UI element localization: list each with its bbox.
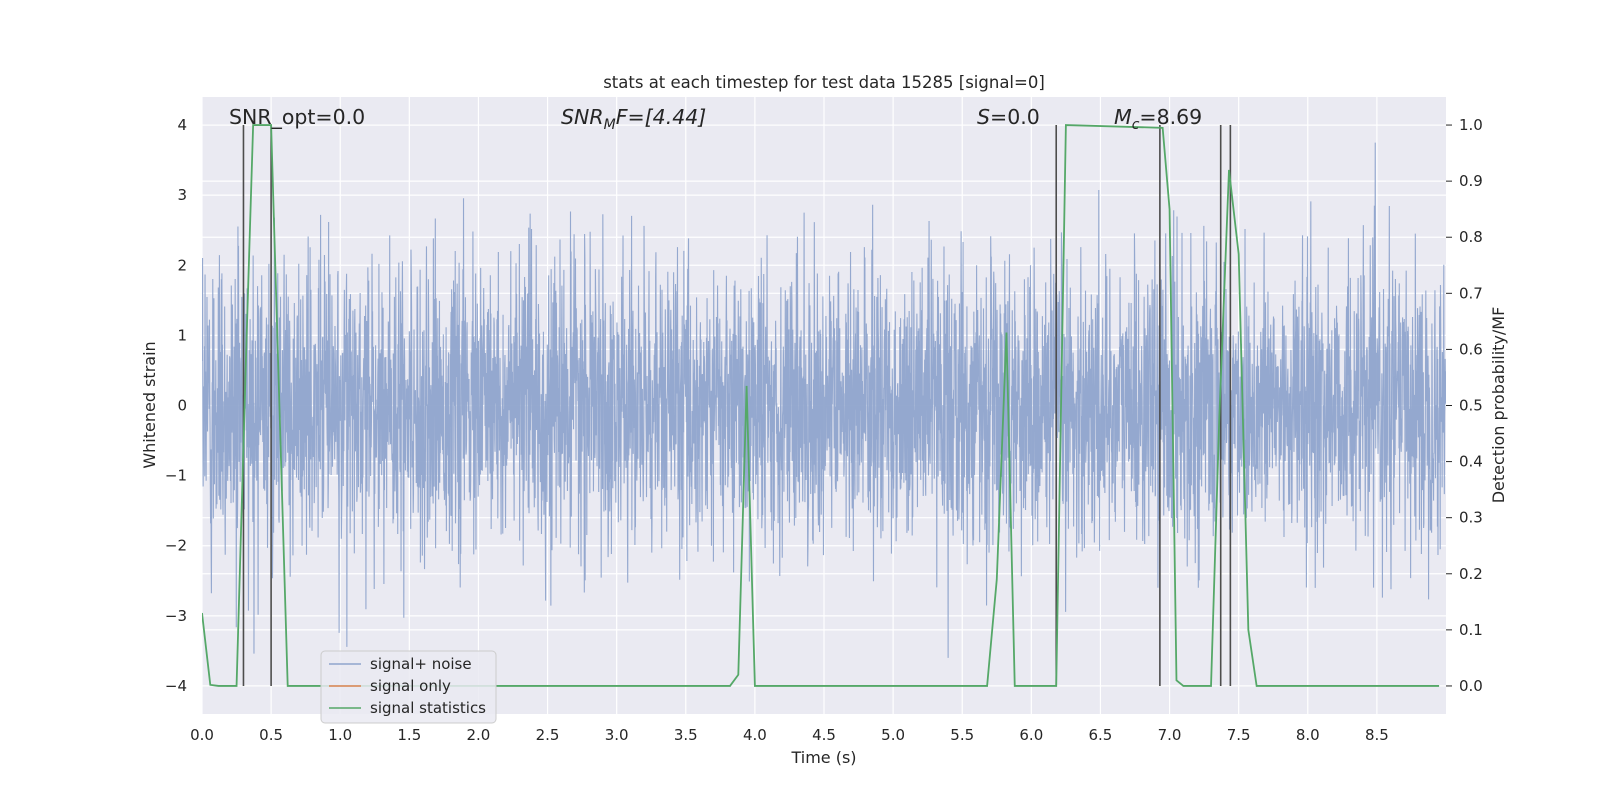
x-axis-label: Time (s) [790,748,856,767]
y2-tick-label: 0.8 [1459,228,1483,246]
y-tick-labels: 4 3 2 1 0 −1 −2 −3 −4 [165,116,187,695]
series-signal-statistics-line [202,124,1440,687]
x-tick-label: 5.0 [881,726,905,744]
annotation-s: S=0.0 [977,105,1040,129]
y2-tick-label: 0.1 [1459,621,1483,639]
y-tick-label: −3 [165,607,187,625]
y-tick-label: −1 [165,467,187,485]
annotation-mc-main: M [1114,105,1132,129]
x-tick-label: 6.0 [1019,726,1043,744]
y2-tick-labels: 1.0 0.9 0.8 0.7 0.6 0.5 0.4 0.3 0.2 0.1 0.0 [1446,116,1483,695]
y2-tick-label: 0.9 [1459,172,1483,190]
annotation-snr-mf-main: SNR [561,105,604,129]
y2-tick-label: 0.3 [1459,509,1483,527]
x-tick-label: 2.0 [467,726,491,744]
legend-label-signal-statistics: signal statistics [370,699,486,717]
x-tick-label: 4.5 [812,726,836,744]
y-tick-label: 0 [177,397,187,415]
x-tick-label: 8.5 [1365,726,1389,744]
x-tick-label: 0.5 [259,726,283,744]
x-tick-label: 6.5 [1089,726,1113,744]
annotation-snr-opt: SNR_opt=0.0 [229,105,365,130]
x-tick-label: 0.0 [190,726,214,744]
y2-tick-label: 0.0 [1459,677,1483,695]
y2-tick-label: 0.7 [1459,284,1483,302]
legend-label-signal-noise: signal+ noise [370,655,472,673]
legend-label-signal-only: signal only [370,677,451,695]
x-tick-label: 1.5 [397,726,421,744]
x-tick-labels: 0.0 0.5 1.0 1.5 2.0 2.5 3.0 3.5 4.0 4.5 5.0 5.5 6.0 6… [190,726,1389,744]
y2-tick-label: 0.2 [1459,565,1483,583]
chart-title: stats at each timestep for test data 152… [603,73,1045,92]
x-tick-label: 5.5 [950,726,974,744]
annotation-mc-sub: c [1132,117,1140,133]
x-tick-label: 2.5 [536,726,560,744]
series-signal-statistics [202,124,1440,687]
x-tick-label: 7.0 [1158,726,1182,744]
x-tick-label: 1.0 [328,726,352,744]
series-signal-noise [202,142,1446,658]
y2-tick-label: 1.0 [1459,116,1483,134]
x-tick-label: 3.5 [674,726,698,744]
annotation-mc-rest: =8.69 [1139,105,1202,129]
plot-area [202,124,1446,687]
annotation-mc: Mc=8.69 [1114,105,1202,133]
y2-tick-label: 0.6 [1459,340,1483,358]
x-tick-label: 8.0 [1296,726,1320,744]
x-tick-label: 7.5 [1227,726,1251,744]
annotation-snr-mf-rest: F=[4.44] [616,105,707,129]
legend-box [320,650,497,724]
annotation-snr-mf-sub: M [604,117,616,133]
vertical-markers [242,125,1232,686]
y-tick-label: −2 [165,537,187,555]
y-tick-label: −4 [165,677,187,695]
annotation-s-rest: =0.0 [990,105,1040,129]
y2-axis-label: Detection probability/MF [1489,307,1508,504]
y-tick-label: 1 [177,326,187,344]
y-tick-label: 4 [177,116,187,134]
series-signal-noise-line [202,142,1446,658]
y2-tick-label: 0.5 [1459,397,1483,415]
annotation-snr-mf: SNRMF=[4.44] [561,105,706,133]
y-axis-label: Whitened strain [140,341,159,468]
y-tick-label: 3 [177,186,187,204]
y-tick-label: 2 [177,256,187,274]
x-tick-label: 3.0 [605,726,629,744]
y2-tick-label: 0.4 [1459,453,1483,471]
legend: signal+ noise signal only signal statist… [320,650,497,724]
x-tick-label: 4.0 [743,726,767,744]
annotation-s-main: S [977,105,990,129]
